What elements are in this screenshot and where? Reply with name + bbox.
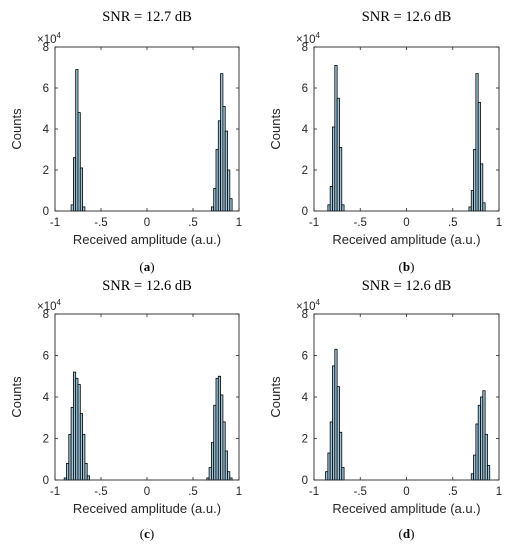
y-tick-label: 2 (43, 434, 49, 446)
x-tick-label: 1 (236, 486, 242, 498)
y-tick-label: 8 (302, 42, 308, 54)
y-tick-label: 4 (43, 124, 50, 136)
x-tick-label: .5 (188, 217, 198, 229)
y-tick-label: 0 (302, 206, 308, 218)
y-tick-label: 0 (43, 475, 49, 487)
chart-panel: SNR = 12.7 dB-1 -.5 0.5 102468×104Received … (9, 9, 242, 274)
x-tick-label: 1 (236, 217, 242, 229)
x-tick-label: -.5 (94, 486, 107, 498)
histogram-bar (86, 475, 90, 481)
chart-panel: SNR = 12.6 dB-1 -.5 0.5 102468×104Received … (268, 278, 502, 541)
x-tick-label: 0 (403, 486, 409, 498)
y-multiplier: ×104 (296, 298, 321, 313)
chart-title: SNR = 12.7 dB (102, 9, 192, 25)
y-tick-label: 6 (302, 83, 308, 95)
histogram-bar (82, 206, 86, 212)
y-tick-label: 2 (302, 434, 308, 446)
y-tick-label: 0 (302, 475, 308, 487)
y-multiplier-base: ×10 (296, 34, 316, 46)
y-tick-label: 2 (302, 165, 308, 177)
histogram-bar (487, 465, 491, 481)
y-axis-label: Counts (9, 108, 24, 150)
y-multiplier-exponent: 4 (316, 298, 321, 307)
x-tick-label: .5 (188, 486, 198, 498)
x-tick-label: .5 (448, 217, 458, 229)
x-tick-label: -1 (50, 486, 60, 498)
plot-area (55, 314, 239, 480)
y-multiplier: ×104 (37, 31, 62, 46)
histogram-bar (341, 204, 345, 212)
plot-area (55, 47, 239, 211)
y-tick-label: 6 (302, 351, 308, 363)
y-tick-label: 8 (302, 309, 308, 321)
panel-caption: (c) (140, 526, 154, 541)
y-multiplier-exponent: 4 (57, 31, 62, 40)
x-tick-label: 0 (144, 486, 150, 498)
histogram-bar (79, 167, 84, 212)
y-tick-label: 4 (302, 124, 309, 136)
y-tick-label: 8 (43, 42, 49, 54)
x-tick-label: -1 (50, 217, 60, 229)
y-multiplier-exponent: 4 (57, 298, 62, 307)
y-multiplier-base: ×10 (37, 34, 57, 46)
chart-title: SNR = 12.6 dB (362, 278, 452, 294)
chart-title: SNR = 12.6 dB (362, 9, 452, 25)
y-multiplier: ×104 (296, 31, 321, 46)
x-tick-label: -1 (309, 217, 319, 229)
chart-title: SNR = 12.6 dB (102, 278, 192, 294)
x-axis-label: Received amplitude (a.u.) (73, 232, 221, 247)
y-tick-label: 2 (43, 165, 49, 177)
x-tick-label: -.5 (94, 217, 107, 229)
y-multiplier-base: ×10 (37, 301, 57, 313)
x-tick-label: 0 (403, 217, 409, 229)
y-tick-label: 8 (43, 309, 49, 321)
plot-area (314, 314, 499, 480)
x-tick-label: -1 (309, 486, 319, 498)
x-tick-label: 1 (496, 217, 502, 229)
histogram-bar (341, 467, 345, 481)
y-tick-label: 0 (43, 206, 49, 218)
y-tick-label: 6 (43, 351, 49, 363)
panel-caption: (d) (399, 526, 415, 541)
chart-panel: SNR = 12.6 dB-1 -.5 0.5 102468×104Received … (9, 278, 242, 541)
x-axis-label: Received amplitude (a.u.) (332, 232, 480, 247)
y-tick-label: 4 (302, 392, 309, 404)
y-axis-label: Counts (9, 376, 24, 418)
y-multiplier: ×104 (37, 298, 62, 313)
y-multiplier-exponent: 4 (316, 31, 321, 40)
panel-caption: (b) (399, 259, 415, 274)
panel-caption: (a) (139, 259, 154, 274)
x-tick-label: -.5 (354, 486, 367, 498)
plot-area (314, 47, 499, 211)
y-multiplier-base: ×10 (296, 301, 316, 313)
y-axis-label: Counts (268, 376, 283, 418)
x-tick-label: .5 (448, 486, 458, 498)
x-tick-label: 1 (496, 486, 502, 498)
x-axis-label: Received amplitude (a.u.) (332, 501, 480, 516)
y-tick-label: 4 (43, 392, 50, 404)
y-tick-label: 6 (43, 83, 49, 95)
y-axis-label: Counts (268, 108, 283, 150)
histogram-bar (482, 202, 486, 212)
histogram-bar (229, 198, 233, 212)
chart-panel: SNR = 12.6 dB-1 -.5 0.5 102468×104Received … (268, 9, 502, 274)
histogram-bar (339, 147, 343, 212)
x-axis-label: Received amplitude (a.u.) (73, 501, 221, 516)
x-tick-label: 0 (144, 217, 150, 229)
x-tick-label: -.5 (354, 217, 367, 229)
